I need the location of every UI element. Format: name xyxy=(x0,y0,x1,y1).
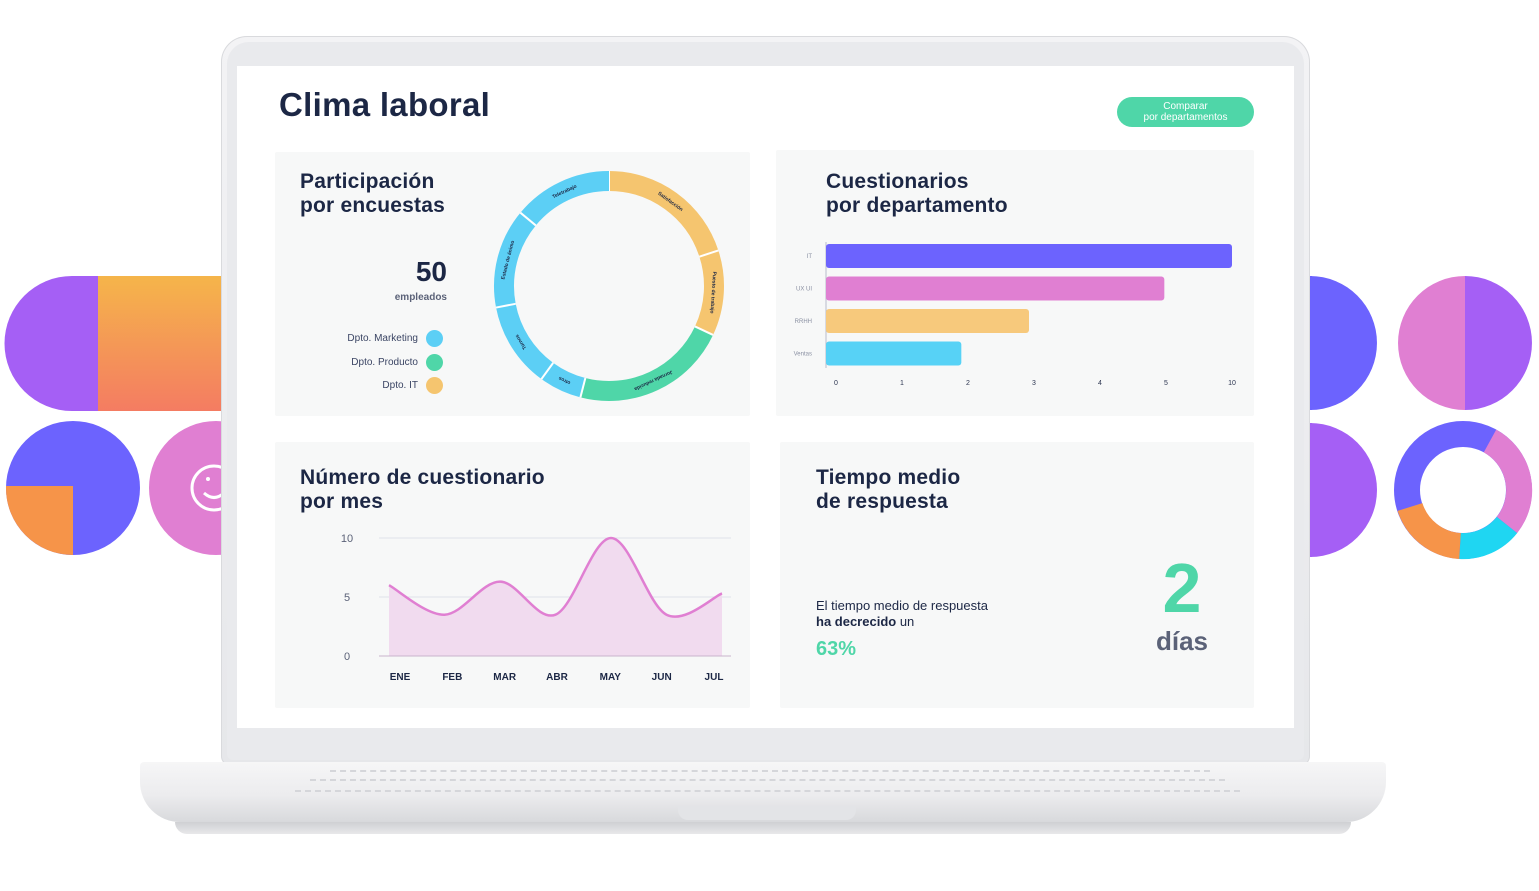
donut-decoration xyxy=(1394,421,1533,560)
donut-segment xyxy=(580,326,714,401)
bar-x-tick: 10 xyxy=(1228,380,1236,387)
x-tick-label: JUL xyxy=(705,672,724,683)
bar-x-tick: 0 xyxy=(834,380,838,387)
bar xyxy=(826,341,962,366)
donut-segment xyxy=(608,171,719,257)
monthly-title: Número de cuestionario por mes xyxy=(300,466,545,513)
response-time-card: Tiempo medio de respuesta El tiempo medi… xyxy=(780,442,1254,708)
bar-category-label: UX UI xyxy=(796,287,812,293)
bar-category-label: RRHH xyxy=(795,319,812,325)
donut-separator xyxy=(699,249,719,258)
compare-button-line1: Comparar xyxy=(1163,101,1208,112)
decorative-shapes-right xyxy=(1300,276,1533,560)
legend-item-marketing: Dpto. Marketing xyxy=(347,330,443,347)
donut-segment xyxy=(496,303,554,380)
compare-button-line2: por departamentos xyxy=(1143,112,1228,123)
bar-x-tick: 2 xyxy=(966,380,970,387)
participation-title: Participación por encuestas xyxy=(300,170,445,217)
donut-segment xyxy=(694,250,724,335)
bar-x-tick: 4 xyxy=(1098,380,1102,387)
donut-segment-label: Puesto de trabajo xyxy=(708,271,717,313)
legend-item-it: Dpto. IT xyxy=(382,377,443,394)
compare-departments-button[interactable]: Comparar por departamentos xyxy=(1117,97,1254,127)
participation-card: Participación por encuestas 50 empleados… xyxy=(275,152,750,416)
x-tick-label: MAY xyxy=(600,672,622,683)
departments-card: Cuestionarios por departamento IT UX UI RR… xyxy=(776,150,1254,416)
donut-separator xyxy=(540,362,554,380)
y-tick-label: 0 xyxy=(344,651,350,663)
x-tick-label: MAR xyxy=(493,672,517,683)
page-title: Clima laboral xyxy=(279,86,491,123)
x-tick-label: ENE xyxy=(390,672,411,683)
decorative-shapes-left xyxy=(4,276,230,555)
donut-segment xyxy=(494,212,536,308)
response-time-text: El tiempo medio de respuesta ha decrecid… xyxy=(816,598,988,629)
departments-title: Cuestionarios por departamento xyxy=(826,170,1008,217)
keyboard-row xyxy=(310,779,1225,784)
donut-segment-label: otros xyxy=(558,375,572,386)
donut-segment xyxy=(520,171,610,226)
monthly-area-chart: 0 5 10 ENE FEB MAR ABR MAY JUN JUL xyxy=(341,533,731,683)
response-time-value: 2 xyxy=(1162,549,1202,627)
participation-legend: Dpto. Marketing Dpto. Producto Dpto. IT xyxy=(315,330,443,400)
x-tick-label: FEB xyxy=(442,672,462,683)
response-time-percent: 63% xyxy=(816,638,857,660)
employee-count-label: empleados xyxy=(394,292,447,303)
y-tick-label: 10 xyxy=(341,533,353,545)
x-tick-label: JUN xyxy=(652,672,672,683)
response-time-unit: días xyxy=(1155,626,1209,656)
bar xyxy=(826,244,1232,268)
bar-x-tick: 3 xyxy=(1032,380,1036,387)
bar-x-tick: 5 xyxy=(1164,380,1168,387)
laptop-base-bottom xyxy=(175,822,1351,834)
keyboard-row xyxy=(295,790,1240,795)
bar-category-label: Ventas xyxy=(794,352,812,358)
area-fill xyxy=(389,538,722,656)
donut-separator xyxy=(579,377,587,398)
response-time-title: Tiempo medio de respuesta xyxy=(816,466,961,513)
monthly-card: Número de cuestionario por mes 0 5 10 ENE FE… xyxy=(275,442,750,708)
trackpad-notch xyxy=(678,806,856,820)
keyboard-row xyxy=(330,770,1210,775)
donut-separator xyxy=(694,325,714,336)
donut-separator xyxy=(495,302,516,309)
area-line xyxy=(388,536,723,618)
bar-category-label: IT xyxy=(807,254,813,260)
bar xyxy=(826,309,1029,333)
employee-count: 50 xyxy=(415,256,447,287)
screen: Clima laboral Comparar por departamentos… xyxy=(237,66,1294,728)
donut-segment xyxy=(541,362,586,398)
departments-bar-chart: IT UX UI RRHH Ventas 0 1 2 3 4 5 10 xyxy=(794,242,1236,387)
y-tick-label: 5 xyxy=(344,592,350,604)
bar-x-tick: 1 xyxy=(900,380,904,387)
donut-separator xyxy=(519,211,537,227)
x-tick-label: ABR xyxy=(546,672,568,683)
legend-item-producto: Dpto. Producto xyxy=(351,354,443,371)
bar xyxy=(826,276,1165,301)
